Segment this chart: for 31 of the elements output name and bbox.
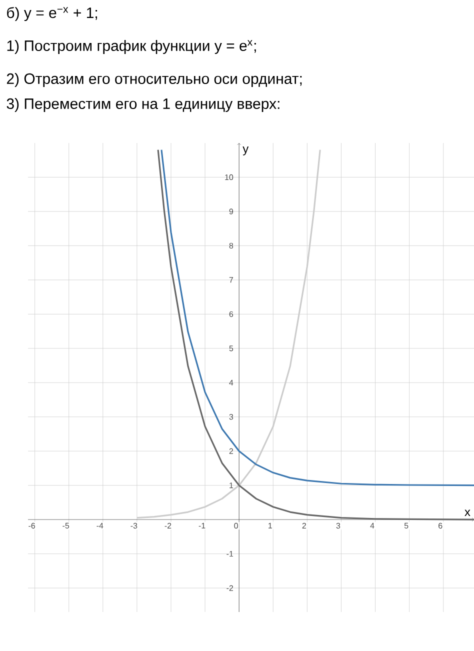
x-tick-label: 4 — [370, 522, 374, 528]
y-axis-title: y — [242, 146, 248, 156]
y-tick-label: -2 — [226, 585, 233, 591]
text: 1) Построим график функции y = e$^{x}$; — [7, 40, 256, 54]
y-tick-label: 10 — [225, 174, 234, 180]
x-tick-label: -5 — [62, 522, 69, 528]
text: 3) Переместим его на 1 единицу вверх: — [6, 98, 280, 112]
y-tick-label: 5 — [229, 346, 233, 352]
x-tick-label: -1 — [198, 522, 206, 528]
chart-title: б) y = e$^{−x}$ + 1; — [6, 6, 97, 22]
text: 2) Отразим его относительно оси ординат; — [6, 73, 302, 87]
x-tick-label: 1 — [268, 522, 272, 528]
x-tick-label: 5 — [404, 522, 408, 528]
x-tick-label: 2 — [302, 522, 306, 528]
y-tick-label: 7 — [229, 277, 233, 283]
x-tick-label: -6 — [28, 522, 35, 529]
x-tick-label: 3 — [336, 522, 340, 529]
y-tick-label: -1 — [226, 551, 233, 557]
y-tick-label: 9 — [229, 208, 233, 214]
x-tick-label: 0 — [234, 522, 238, 529]
y-tick-label: 3 — [229, 414, 233, 420]
x-tick-label: -3 — [130, 522, 138, 529]
x-tick-label: -2 — [164, 522, 172, 528]
y-tick-label: 8 — [229, 242, 233, 249]
y-tick-label: 2 — [229, 448, 233, 454]
x-axis-title: x — [464, 510, 470, 516]
y-tick-label: 1 — [229, 482, 233, 488]
y-tick-label: 6 — [229, 311, 233, 317]
x-tick-label: 6 — [438, 522, 442, 529]
y-tick-label: 4 — [229, 380, 234, 386]
x-tick-label: -4 — [96, 522, 104, 528]
